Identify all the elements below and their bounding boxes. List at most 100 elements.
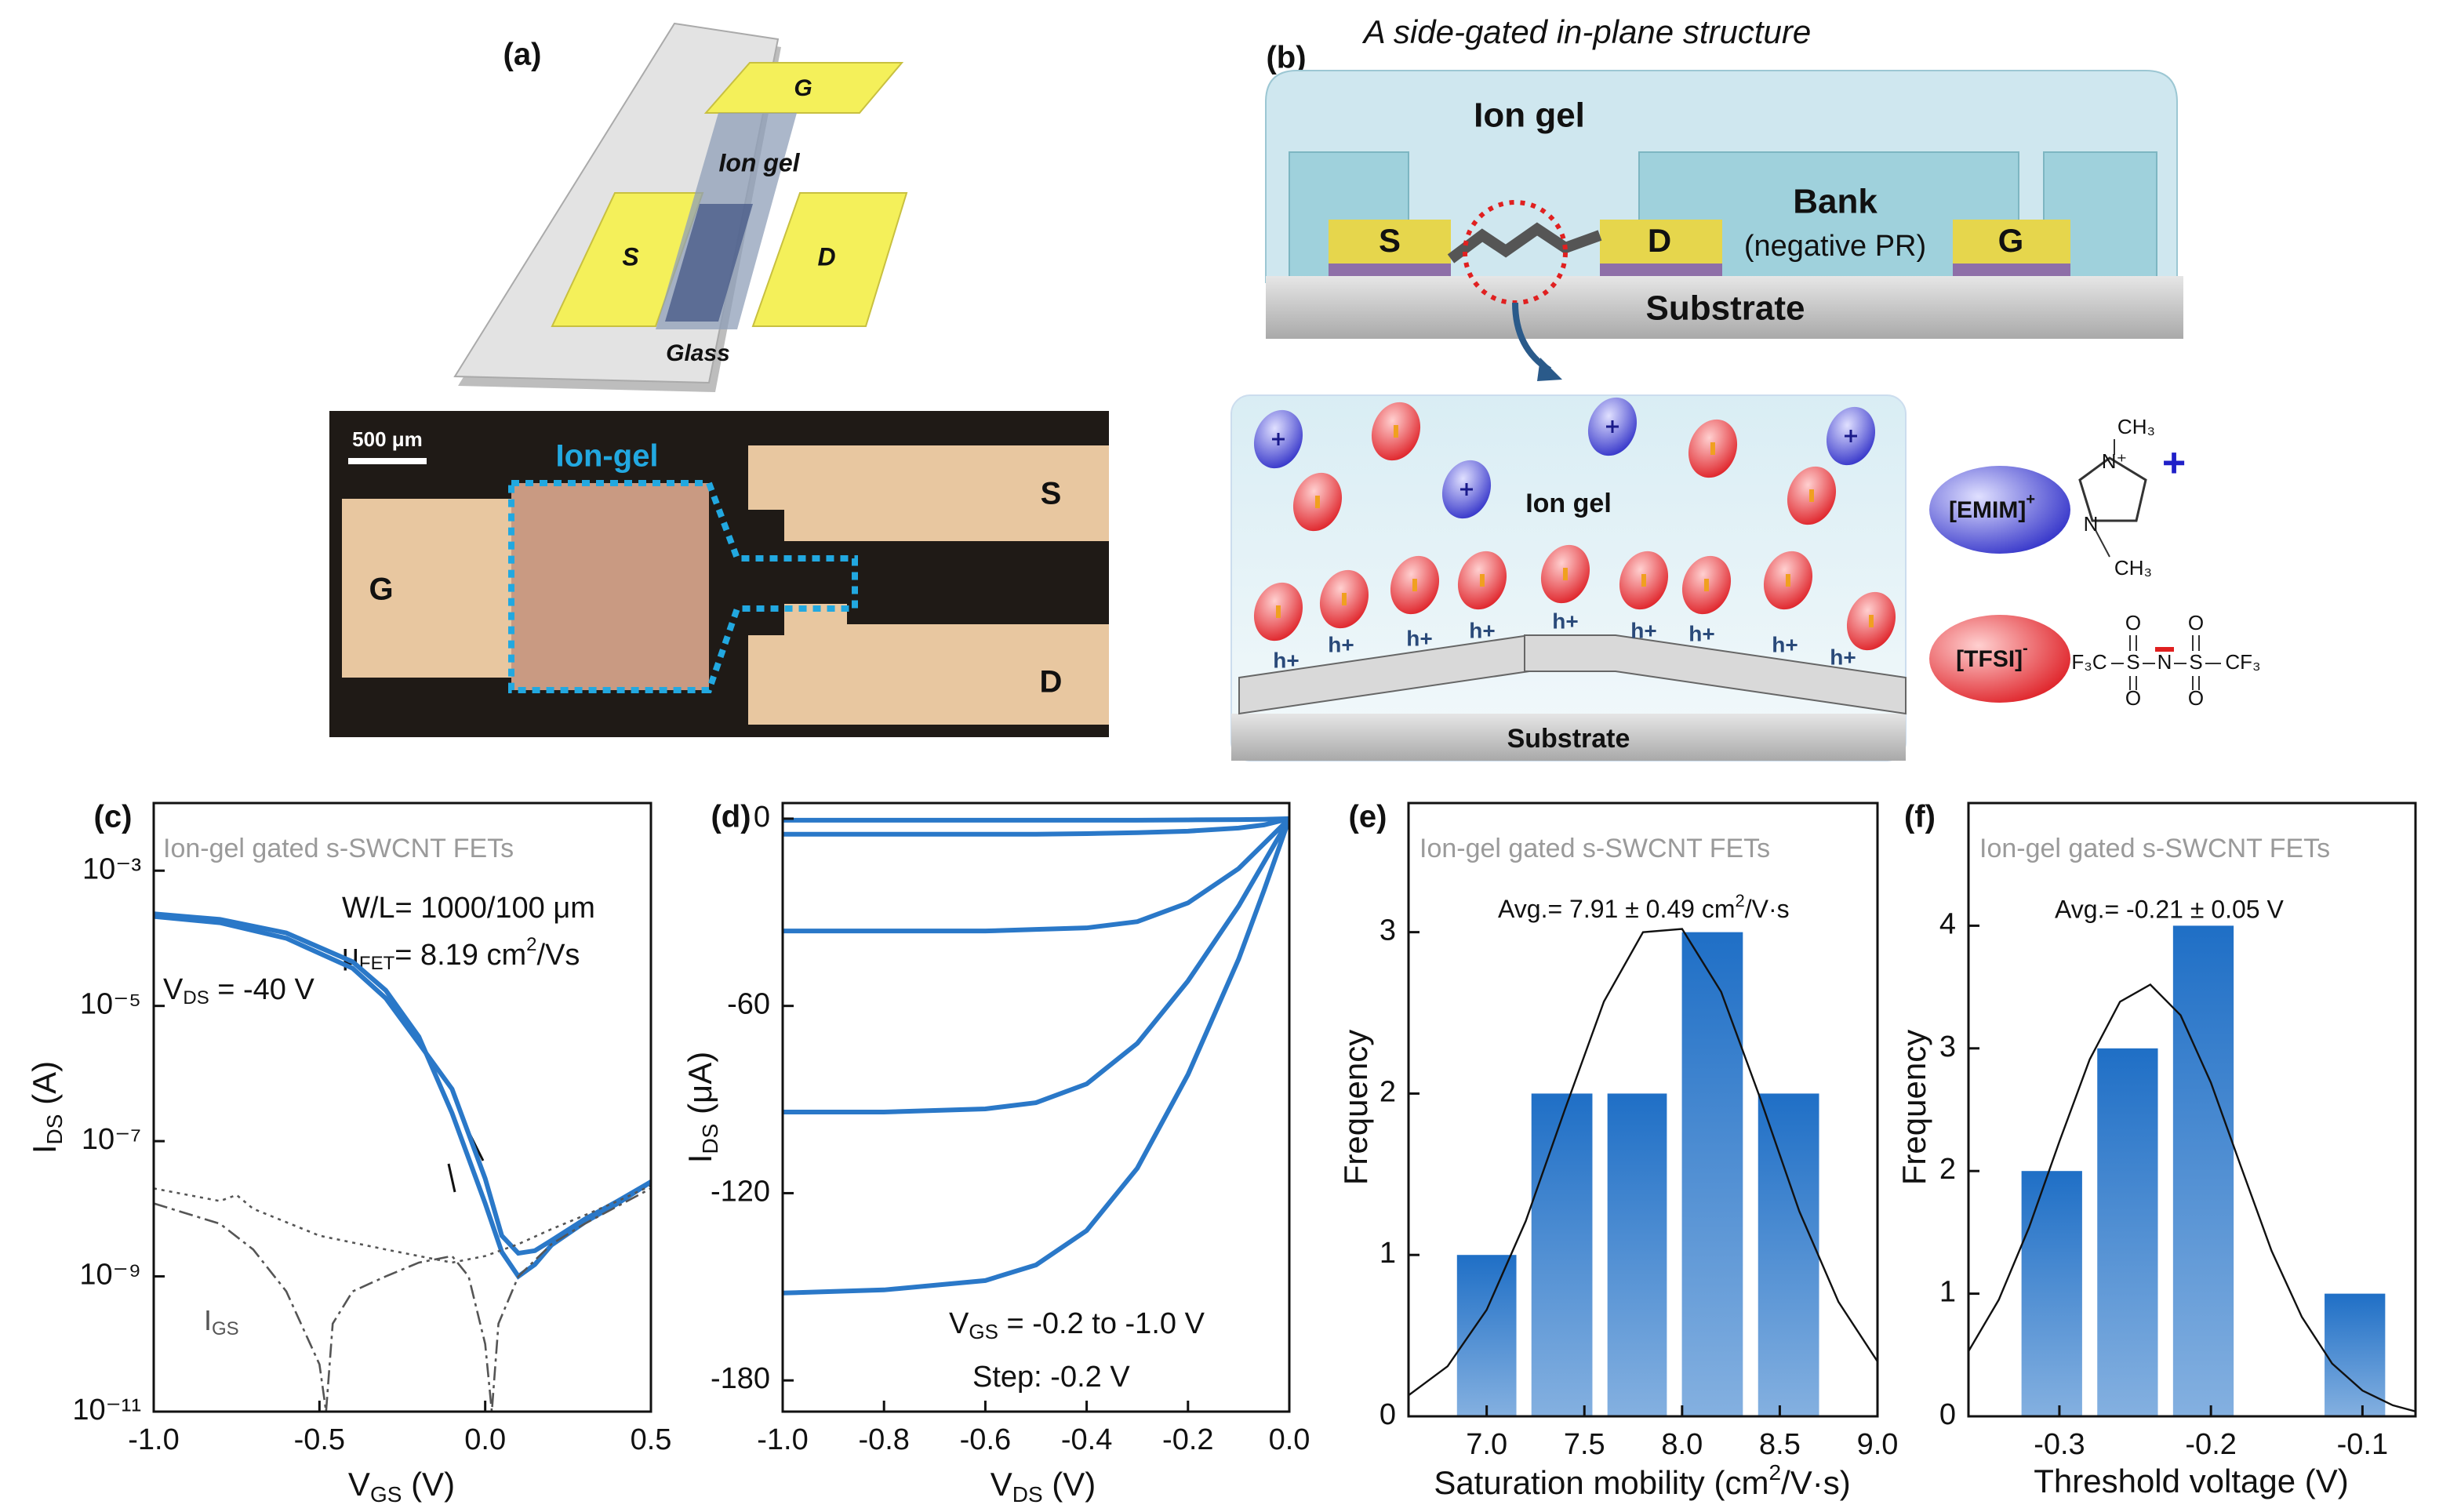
panel-label: (e)	[1349, 800, 1387, 834]
panel-label: (f)	[1904, 800, 1936, 834]
step: Step: -0.2 V	[972, 1361, 1130, 1394]
bank	[2043, 151, 2157, 278]
average-unit: /V·s	[1745, 895, 1790, 923]
panel-label: (d)	[711, 800, 751, 834]
series-line	[154, 914, 651, 1256]
ion-gel-region	[511, 483, 709, 690]
sulfur: S	[2189, 650, 2202, 674]
plot-frame	[152, 801, 652, 1413]
anion-name: [TFSI]	[1956, 646, 2023, 672]
bar	[1607, 1093, 1667, 1416]
plot-frame	[1407, 801, 1879, 1418]
subtitle: Ion-gel gated s-SWCNT FETs	[1979, 834, 2330, 863]
x-label-text: Saturation mobility (cm	[1434, 1464, 1768, 1501]
x-tick-label: 0.5	[631, 1423, 672, 1456]
x-axis-label: VDS (V)	[991, 1466, 1096, 1507]
oxygen: O	[2125, 686, 2141, 710]
y-tick-label: 10⁻⁷	[82, 1123, 141, 1156]
x-tick-label: 7.5	[1564, 1428, 1605, 1461]
anion-label: [TFSI]-	[1956, 640, 2028, 672]
x-tick-label: 0.0	[1269, 1423, 1310, 1456]
anion-right: CF₃	[2225, 650, 2260, 674]
x-axis-label: Threshold voltage (V)	[2034, 1463, 2349, 1499]
y-tick-label: 4	[1939, 907, 1956, 940]
x-tick-label: -1.0	[757, 1423, 808, 1456]
panel-label: (a)	[503, 38, 542, 72]
drain-label: D	[1648, 222, 1671, 259]
average-value: Avg.= 7.91 ± 0.49 cm	[1498, 895, 1735, 923]
x-tick-label: 8.0	[1661, 1428, 1703, 1461]
cation-name: [EMIM]	[1949, 497, 2026, 523]
y-label-unit: (A)	[26, 1061, 63, 1114]
bias: VDS = -40 V	[163, 973, 314, 1009]
gate-current-label: IGS	[204, 1304, 239, 1340]
x-label-sup: 2	[1768, 1460, 1781, 1485]
y-label-unit: (μA)	[682, 1052, 718, 1124]
y-tick-label: 0	[1939, 1398, 1956, 1431]
hole-label: h+	[1830, 645, 1856, 669]
y-tick-label: 10⁻⁹	[79, 1259, 141, 1292]
x-label-unit: (V)	[1043, 1466, 1096, 1503]
anion-icon	[1929, 615, 2070, 703]
hole-label: h+	[1469, 618, 1495, 642]
series-line	[783, 817, 1289, 1296]
y-tick-label: 1	[1379, 1237, 1396, 1270]
x-label-sub: GS	[370, 1482, 402, 1507]
gate-current-symbol: I	[204, 1304, 212, 1336]
chart: -1.0 -0.8 -0.6 -0.4 -0.2 0.0 0 -60 -120 -180	[711, 801, 1310, 1456]
cnt-tube	[1524, 634, 1907, 715]
nitrogen: N	[2084, 512, 2099, 536]
arrow-head	[1537, 358, 1562, 381]
series-line	[783, 817, 1289, 1114]
gate-current-sub: GS	[212, 1318, 239, 1339]
ion-gel-label: Ion gel	[1474, 96, 1585, 135]
geometry: W/L= 1000/100 μm	[342, 892, 595, 925]
y-tick-label: 0	[754, 801, 770, 834]
subtitle: Ion-gel gated s-SWCNT FETs	[163, 834, 514, 863]
bar	[2021, 1171, 2082, 1416]
plus-sign	[1460, 483, 1473, 496]
pad-base	[1329, 264, 1451, 276]
panel-label: (c)	[94, 800, 133, 834]
cation-icon	[1929, 466, 2070, 554]
bias-symbol: V	[163, 973, 184, 1006]
average-sup: 2	[1735, 891, 1744, 910]
y-axis-label: IDS (A)	[26, 1061, 67, 1154]
x-tick-label: 8.5	[1759, 1428, 1801, 1461]
y-axis-label: IDS (μA)	[682, 1052, 722, 1163]
y-tick-label: 10⁻³	[82, 852, 141, 885]
panel-title: A side-gated in-plane structure	[1361, 13, 1811, 50]
cation-charge: +	[2162, 441, 2186, 486]
oxygen: O	[2188, 686, 2204, 710]
substrate	[1266, 276, 2183, 339]
scale-bar-label: 500 μm	[352, 427, 423, 451]
mobility-value: = 8.19 cm	[394, 939, 526, 972]
bar	[2097, 1048, 2158, 1416]
series-line	[783, 816, 1289, 934]
x-tick-label: -0.3	[2034, 1428, 2085, 1461]
y-label-sub: DS	[698, 1124, 722, 1154]
bar	[1456, 1255, 1517, 1416]
gate-range: VGS = -0.2 to -1.0 V	[949, 1307, 1205, 1343]
y-tick-label: -60	[727, 988, 770, 1021]
chart: -1.0 -0.5 0.0 0.5 10⁻³ 10⁻⁵ 10⁻⁷ 10⁻⁹ 10⁻¹¹	[72, 801, 672, 1456]
anion-charge: -	[2023, 640, 2028, 657]
gate-pad	[703, 62, 904, 114]
hole-label: h+	[1552, 609, 1578, 633]
subtitle: Ion-gel gated s-SWCNT FETs	[1419, 834, 1770, 863]
hole-label: h+	[1273, 648, 1299, 672]
x-axis-label: VGS (V)	[348, 1466, 455, 1507]
fit-curve	[1409, 928, 1877, 1397]
bar	[1531, 1093, 1593, 1416]
plot-area	[1968, 925, 2415, 1416]
chart: -0.3 -0.2 -0.1 0 1 2 3 4	[1939, 801, 2417, 1461]
drain-pad	[751, 192, 908, 327]
series-line	[783, 816, 1289, 837]
oxygen: O	[2188, 611, 2204, 634]
gate-label: G	[369, 572, 393, 607]
x-label-symbol: V	[348, 1466, 370, 1503]
inset-substrate	[1231, 714, 1906, 761]
gate-range-symbol: V	[949, 1307, 969, 1340]
bias-value: = -40 V	[209, 973, 315, 1006]
